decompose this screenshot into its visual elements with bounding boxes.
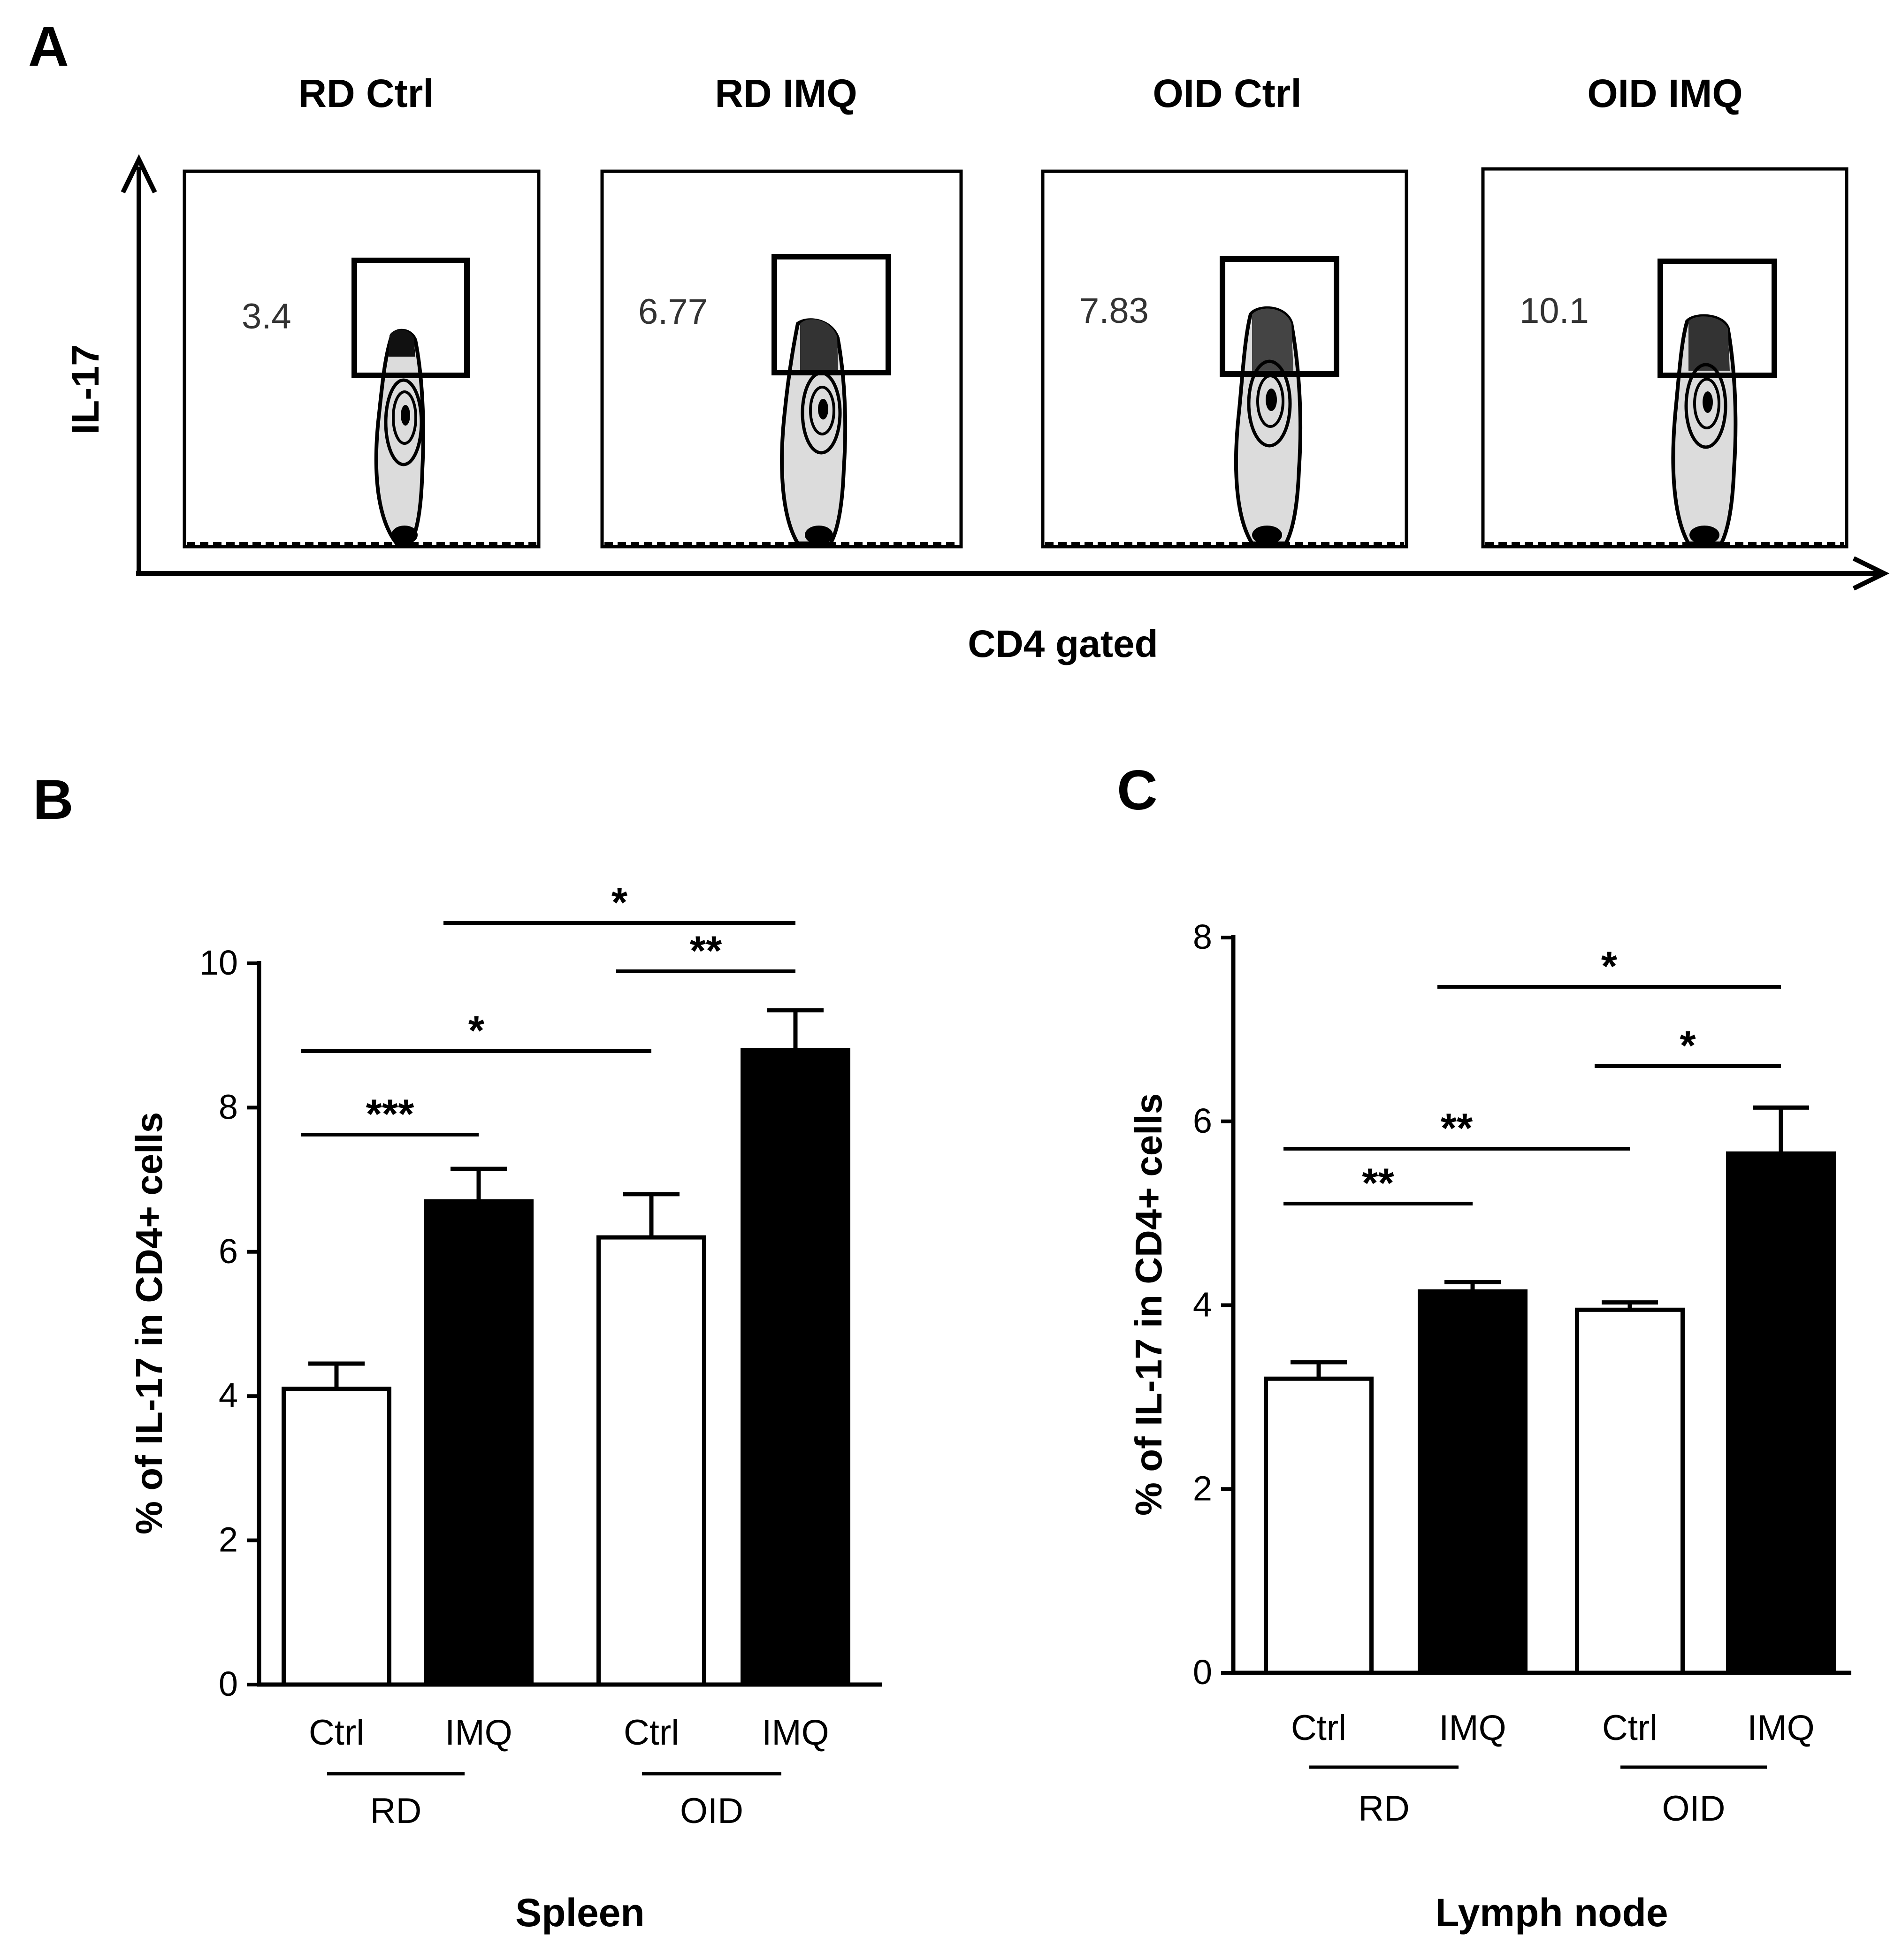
bar-ctrl-2	[596, 1235, 706, 1687]
panel-a-x-arrow	[1852, 556, 1890, 591]
flow-plot-title: RD Ctrl	[298, 71, 434, 115]
x-category-label: IMQ	[1747, 1708, 1815, 1748]
y-tick-label: 2	[1193, 1469, 1212, 1508]
gate-value: 7.83	[1079, 291, 1149, 331]
contour-population	[1671, 314, 1738, 545]
bar-ctrl-2	[1575, 1307, 1685, 1675]
flow-plot-rd-imq: RD IMQ 6.77	[600, 71, 963, 549]
panel-a-y-label: IL-17	[64, 344, 107, 434]
chart-title: Spleen	[515, 1891, 644, 1935]
panel-a-x-label: CD4 gated	[968, 623, 1158, 665]
x-category-label: Ctrl	[1291, 1708, 1346, 1748]
significance-label: ***	[366, 1091, 414, 1137]
x-category-label: Ctrl	[624, 1713, 679, 1753]
y-tick-label: 6	[219, 1232, 238, 1271]
y-tick-label: 0	[1193, 1653, 1212, 1692]
bar-imq-1	[1418, 1289, 1528, 1675]
gate-box	[1658, 259, 1777, 378]
significance-label: **	[1441, 1105, 1473, 1151]
significance-label: *	[611, 879, 628, 925]
flow-plot-title: OID IMQ	[1587, 71, 1742, 115]
y-tick-label: 0	[219, 1664, 238, 1703]
x-category-label: IMQ	[762, 1713, 829, 1753]
bar-ctrl-0	[1264, 1376, 1374, 1675]
contour-population	[374, 328, 425, 545]
y-tick-label: 6	[1193, 1101, 1212, 1140]
chart-title: Lymph node	[1435, 1891, 1668, 1935]
group-label: OID	[680, 1791, 743, 1831]
y-axis-label: % of IL-17 in CD4+ cells	[1128, 1093, 1169, 1516]
y-tick-label: 2	[219, 1520, 238, 1559]
gate-box	[1220, 256, 1339, 377]
group-label: OID	[1662, 1789, 1725, 1829]
chart-b: 0 2 4 6 8 10 % of IL-17 in CD4+ cells Ctrl IMQ Ct…	[128, 879, 882, 1935]
chart-c: 0 2 4 6 8 % of IL-17 in CD4+ cells Ctrl IMQ Ctrl…	[1128, 917, 1851, 1935]
panel-b-letter: B	[33, 768, 74, 831]
contour-population	[780, 318, 848, 545]
x-category-label: IMQ	[445, 1713, 512, 1753]
y-axis-label: % of IL-17 in CD4+ cells	[128, 1112, 170, 1534]
x-category-label: IMQ	[1439, 1708, 1506, 1748]
flow-plot-frame	[1481, 167, 1849, 549]
gate-box	[771, 254, 891, 375]
flow-plot-frame	[600, 169, 963, 549]
bar-imq-3	[741, 1047, 850, 1687]
y-tick-label: 8	[1193, 917, 1212, 956]
bar-imq-1	[424, 1199, 534, 1687]
panel-c-letter: C	[1117, 759, 1158, 822]
significance-label: *	[468, 1007, 485, 1053]
flow-plot-title: RD IMQ	[715, 71, 857, 115]
contour-population	[1234, 306, 1303, 545]
y-tick-label: 8	[219, 1087, 238, 1126]
panel-a-letter: A	[28, 15, 69, 78]
bar-imq-3	[1726, 1151, 1836, 1675]
gate-value: 6.77	[638, 292, 708, 332]
significance-label: **	[690, 927, 722, 974]
flow-plot-frame	[183, 169, 541, 549]
gate-value: 10.1	[1520, 291, 1589, 331]
significance-label: *	[1680, 1022, 1696, 1068]
x-category-label: Ctrl	[309, 1713, 364, 1753]
y-tick-label: 4	[219, 1376, 238, 1415]
panel-a-y-arrow	[121, 154, 157, 194]
bar-ctrl-0	[282, 1387, 391, 1687]
group-label: RD	[370, 1791, 422, 1831]
flow-plot-oid-ctrl: OID Ctrl 7.83	[1041, 71, 1408, 549]
y-tick-label: 10	[199, 943, 238, 982]
flow-plot-rd-ctrl: RD Ctrl 3.4	[183, 71, 541, 549]
significance-label: **	[1362, 1159, 1394, 1206]
gate-box	[351, 258, 470, 378]
significance-label: *	[1601, 943, 1618, 989]
flow-plot-frame	[1041, 169, 1408, 549]
group-label: RD	[1358, 1789, 1410, 1829]
gate-value: 3.4	[242, 297, 291, 336]
y-tick-label: 4	[1193, 1285, 1212, 1324]
flow-plot-title: OID Ctrl	[1153, 71, 1301, 115]
flow-plot-oid-imq: OID IMQ 10.1	[1481, 71, 1849, 549]
x-category-label: Ctrl	[1602, 1708, 1658, 1748]
